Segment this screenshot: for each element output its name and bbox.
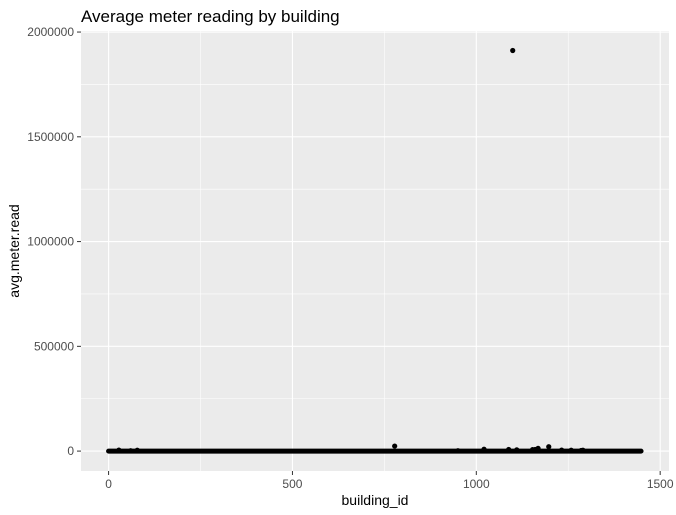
data-point [568, 447, 574, 453]
axis-ticks: 0 500 1000 1500 0 500000 1000000 1500000 2000000 [27, 25, 674, 491]
y-tick-label: 2000000 [27, 25, 74, 39]
x-tick-label: 0 [105, 477, 112, 491]
x-tick-label: 1000 [463, 477, 490, 491]
y-axis-title: avg.meter.read [6, 204, 22, 297]
data-point [481, 446, 487, 452]
plot-panel [81, 31, 669, 471]
data-point [559, 447, 565, 453]
data-point [128, 448, 134, 454]
y-tick-label: 1000000 [27, 235, 74, 249]
y-tick-label: 1500000 [27, 130, 74, 144]
points-layer [106, 47, 644, 454]
x-tick-label: 1500 [647, 477, 674, 491]
data-point [455, 448, 461, 454]
data-point [532, 446, 538, 453]
data-point [392, 443, 398, 449]
y-tick-label: 500000 [34, 339, 74, 353]
data-point [506, 446, 512, 453]
data-point [546, 444, 552, 450]
data-point [578, 447, 584, 454]
data-point [134, 447, 140, 453]
grid-minor [81, 31, 669, 471]
x-axis-title: building_id [342, 492, 409, 508]
chart-title: Average meter reading by building [81, 7, 340, 26]
data-point [514, 447, 520, 453]
y-tick-label: 0 [67, 444, 74, 458]
x-tick-label: 500 [282, 477, 302, 491]
data-point [510, 47, 516, 54]
data-point [116, 447, 122, 453]
